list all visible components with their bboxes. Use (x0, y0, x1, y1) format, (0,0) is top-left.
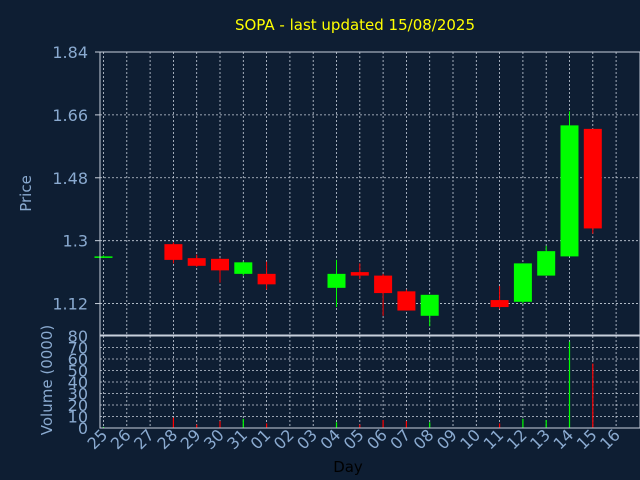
price-tick-label: 1.84 (52, 43, 88, 62)
price-axis-label: Price (17, 175, 35, 212)
volume-tick-label: 60 (68, 350, 88, 369)
candle-30 (211, 258, 229, 283)
candle-body (537, 251, 556, 276)
candle-25 (94, 255, 113, 258)
candle-15 (583, 128, 602, 234)
candle-11 (490, 286, 509, 309)
volume-tick-label: 0 (78, 419, 88, 438)
candle-body (350, 272, 369, 276)
candle-13 (537, 245, 556, 276)
price-panel-frame (99, 51, 640, 336)
volume-bars (102, 341, 594, 428)
candle-body (94, 256, 113, 258)
candle-28 (164, 242, 183, 264)
candle-05 (350, 263, 369, 280)
candle-body (234, 262, 253, 274)
candle-14 (560, 111, 579, 257)
candle-31 (234, 261, 253, 276)
volume-tick-label: 50 (68, 362, 88, 381)
price-tick-label: 1.3 (63, 232, 88, 251)
candle-29 (187, 254, 206, 267)
price-grid (95, 51, 640, 335)
volume-tick-label: 40 (68, 373, 88, 392)
candle-body (211, 258, 229, 271)
candle-08 (420, 294, 439, 327)
x-axis-label: Day (333, 458, 363, 476)
candle-body (164, 244, 183, 260)
candle-body (560, 125, 579, 257)
candle-12 (513, 263, 532, 304)
candle-body (397, 291, 416, 311)
x-tick-labels: 2526272829303101020304050607080910111213… (83, 425, 623, 453)
price-tick-label: 1.12 (52, 295, 88, 314)
candle-07 (397, 289, 416, 311)
candle-04 (327, 259, 346, 308)
volume-tick-label: 20 (68, 396, 88, 415)
candle-body (327, 273, 346, 288)
price-tick-labels: 1.84 1.66 1.48 1.3 1.12 (52, 43, 88, 314)
candle-body (513, 263, 532, 302)
volume-axis-label: Volume (0000) (38, 325, 56, 435)
candle-body (374, 275, 393, 294)
price-tick-label: 1.48 (52, 169, 88, 188)
volume-panel-frame (99, 335, 640, 429)
price-tick-label: 1.66 (52, 106, 88, 125)
volume-tick-label: 30 (68, 385, 88, 404)
volume-tick-label: 80 (68, 327, 88, 346)
candle-body (490, 300, 509, 308)
candle-01 (257, 261, 276, 290)
chart-title: SOPA - last updated 15/08/2025 (235, 16, 475, 34)
volume-tick-label: 70 (68, 339, 88, 358)
candle-body (187, 258, 206, 266)
candle-06 (374, 273, 393, 316)
candle-body (583, 128, 602, 229)
candles (94, 111, 602, 327)
candle-body (420, 294, 439, 316)
volume-tick-label: 10 (68, 408, 88, 427)
candle-body (257, 273, 276, 285)
